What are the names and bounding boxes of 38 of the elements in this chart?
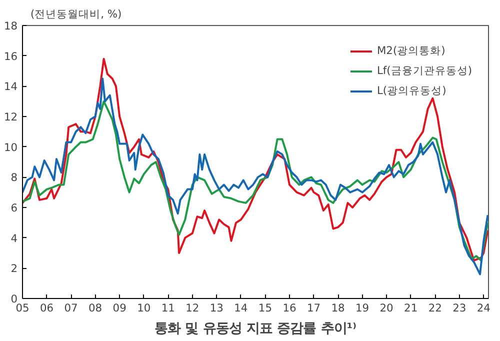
x-tick-label: 10	[137, 302, 151, 314]
x-tick-label: 22	[428, 302, 442, 314]
y-axis-title: (전년동월대비, %)	[30, 8, 122, 20]
x-tick-label: 17	[306, 302, 321, 314]
legend-label: M2(광의통화)	[376, 44, 446, 58]
x-tick-label: 16	[282, 302, 296, 314]
text: 통화 및 유동성 지표 증감률 추이¹⁾	[154, 322, 357, 336]
legend-label: L(광의유동성)	[376, 84, 446, 98]
y-tick-label: 12	[4, 110, 18, 124]
x-tick-label: 05	[16, 302, 30, 314]
x-tick-label: 15	[258, 302, 272, 314]
x-tick-label: 23	[452, 302, 466, 314]
x-tick-label: 08	[88, 302, 102, 314]
x-tick-label: 07	[64, 302, 78, 314]
line-series	[22, 100, 488, 262]
legend-label: Lf(금융기관유동성)	[376, 64, 472, 78]
y-tick-label: 8	[10, 171, 18, 184]
x-tick-label: 21	[404, 302, 418, 314]
x-tick-label: 24	[476, 302, 491, 314]
y-tick-label: 2	[10, 262, 18, 276]
y-tick-label: 0	[10, 292, 18, 306]
line-series	[22, 78, 488, 276]
y-tick-label: 18	[4, 20, 18, 32]
x-tick-label: 12	[186, 302, 200, 314]
x-tick-label: 14	[234, 302, 248, 314]
line-series	[22, 58, 488, 262]
x-tick-label: 18	[331, 302, 346, 314]
y-tick-label: 6	[10, 202, 18, 214]
x-tick-label: 11	[161, 302, 175, 314]
x-tick-label: 06	[40, 302, 54, 314]
y-tick-label: 10	[4, 140, 18, 154]
x-tick-label: 13	[210, 302, 224, 314]
x-tick-label: 20	[380, 302, 394, 314]
y-tick-label: 14	[4, 80, 18, 94]
x-tick-label: 19	[356, 302, 370, 314]
y-tick-label: 4	[10, 232, 18, 245]
y-tick-label: 16	[4, 50, 18, 63]
x-tick-label: 09	[112, 302, 127, 314]
